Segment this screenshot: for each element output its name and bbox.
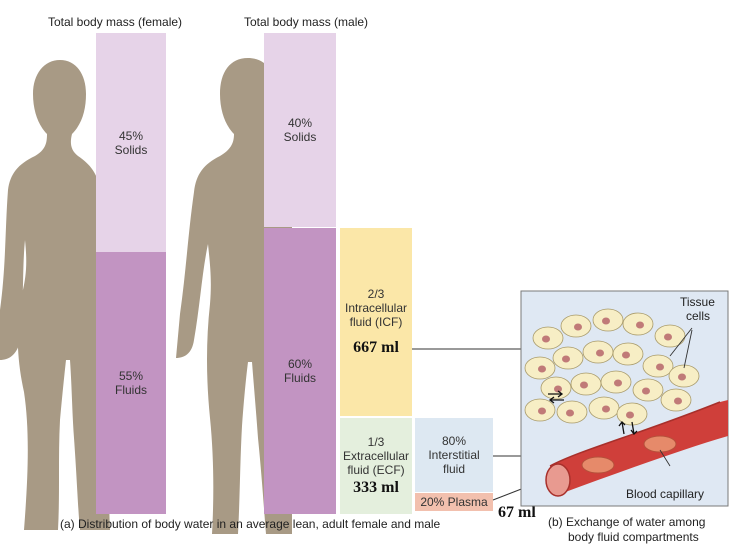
ecf-line1: Extracellular (342, 449, 410, 463)
cell-nucleus (602, 405, 610, 413)
cell-nucleus (636, 321, 644, 329)
female-header: Total body mass (female) (48, 15, 183, 29)
male-fluids-bar: 60% Fluids (264, 228, 336, 514)
label-pointers (659, 327, 693, 467)
cell-nucleus (642, 387, 650, 395)
cell-nucleus (656, 363, 664, 371)
male-fluids-label: Fluids (283, 371, 316, 385)
cell-nucleus (542, 335, 550, 343)
caption-a: (a) Distribution of body water in an ave… (60, 517, 441, 531)
icf-fraction: 2/3 (367, 287, 385, 301)
blood-capillary (545, 400, 728, 497)
fluid-exchange-inset (520, 290, 729, 507)
tissue-cells (524, 308, 700, 426)
female-fluids-percent: 55% (118, 369, 144, 383)
cell-nucleus (574, 323, 582, 331)
plasma-label: 20% Plasma (420, 495, 488, 509)
cell-nucleus (664, 333, 672, 341)
male-silhouette (176, 58, 292, 534)
caption-b-line1: (b) Exchange of water among (548, 515, 706, 529)
tissue-label-line1: Tissue (680, 295, 715, 309)
plasma-box: 20% Plasma (415, 493, 493, 511)
cell-nucleus (538, 365, 546, 373)
caption-b-line2: body fluid compartments (568, 530, 699, 544)
interstitial-line1: Interstitial (428, 448, 480, 462)
female-fluids-bar: 55% Fluids (96, 252, 166, 514)
male-solids-percent: 40% (287, 116, 313, 130)
cell-nucleus (554, 385, 562, 393)
ecf-box: 1/3 Extracellular fluid (ECF) 333 ml (340, 418, 412, 514)
exchange-arrows (548, 390, 638, 435)
female-solids-percent: 45% (118, 128, 144, 143)
female-silhouette (0, 60, 110, 530)
female-solids-bar: 45% Solids (96, 33, 166, 252)
cell-nucleus (580, 381, 588, 389)
plasma-volume: 67 ml (498, 504, 536, 521)
cell-nucleus (538, 407, 546, 415)
ecf-fraction: 1/3 (367, 435, 385, 449)
cell-nucleus (614, 379, 622, 387)
female-solids-label: Solids (114, 142, 148, 157)
male-header: Total body mass (male) (244, 15, 369, 29)
interstitial-line2: fluid (442, 462, 465, 476)
interstitial-percent: 80% (441, 434, 467, 448)
ecf-volume: 333 ml (353, 479, 399, 496)
tissue-label-line2: cells (686, 309, 711, 323)
cell-nucleus (622, 351, 630, 359)
interstitial-box: 80% Interstitial fluid (415, 418, 493, 492)
icf-box: 2/3 Intracellular fluid (ICF) 667 ml (340, 228, 412, 416)
cell-nucleus (562, 355, 570, 363)
male-fluids-percent: 60% (287, 357, 313, 371)
icf-line2: fluid (ICF) (349, 315, 403, 329)
male-solids-bar: 40% Solids (264, 33, 336, 227)
capillary-label: Blood capillary (626, 487, 705, 501)
icf-volume: 667 ml (353, 339, 399, 356)
cell-nucleus (596, 349, 604, 357)
cell-nucleus (626, 411, 634, 419)
cell-nucleus (566, 409, 574, 417)
ecf-line2: fluid (ECF) (347, 463, 405, 477)
icf-line1: Intracellular (344, 301, 408, 315)
cell-nucleus (674, 397, 682, 405)
cell-nucleus (602, 317, 610, 325)
female-fluids-label: Fluids (114, 383, 147, 397)
male-solids-label: Solids (283, 130, 317, 144)
cell-nucleus (678, 373, 686, 381)
